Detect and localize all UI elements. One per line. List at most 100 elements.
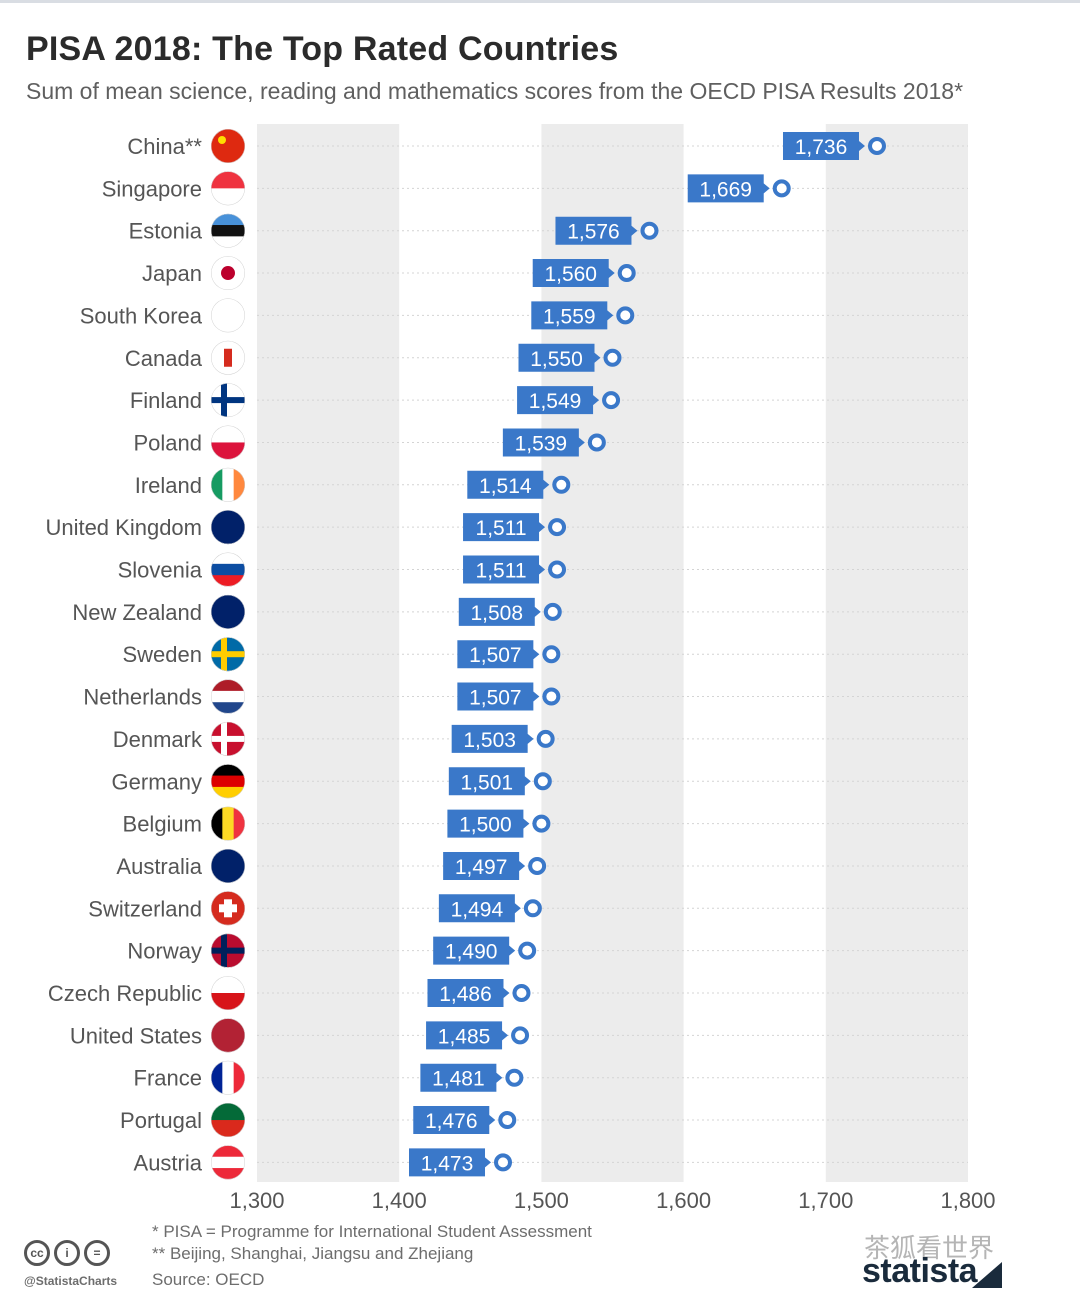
flag-icon [211,848,245,883]
statista-logo: statista [862,1252,978,1290]
category-label: France [134,1066,202,1091]
x-tick-label: 1,300 [229,1188,284,1213]
source-note: Source: OECD [152,1270,265,1289]
value-label-box [433,936,516,965]
flag-icon [211,637,245,672]
flag-icon [211,171,245,206]
value-label: 1,476 [425,1110,478,1133]
category-label: South Korea [80,303,203,328]
value-label-box [438,894,521,923]
chart-title: PISA 2018: The Top Rated Countries [26,30,619,68]
top-divider [0,0,1080,3]
background-band [825,124,968,1182]
data-point [552,475,571,494]
value-label: 1,576 [567,221,620,244]
category-label: Finland [130,388,202,413]
flag-icon [211,721,245,756]
value-label-box [518,343,601,372]
value-label-box [447,809,530,838]
background-band [257,124,400,1182]
data-point [616,306,635,325]
data-point [548,518,567,537]
data-point [603,348,622,367]
data-point [548,560,567,579]
category-label: Norway [127,939,202,964]
value-label: 1,473 [421,1152,474,1175]
category-label: Switzerland [88,896,202,921]
category-label: Czech Republic [48,981,202,1006]
value-label-box [467,470,550,499]
value-label: 1,501 [461,771,514,794]
category-label: United States [70,1023,202,1048]
data-point [542,687,561,706]
data-point [494,1153,513,1172]
value-label: 1,486 [439,983,492,1006]
chart-subtitle: Sum of mean science, reading and mathema… [26,78,964,104]
value-label-box [687,174,770,203]
creative-commons-icon: cc [24,1240,50,1266]
category-label: Australia [116,854,202,879]
value-label-box [409,1148,492,1177]
value-label: 1,508 [470,602,523,625]
flag-icon [211,298,245,333]
value-label-box [457,640,540,669]
category-label: Belgium [123,812,202,837]
category-label: Poland [133,430,202,455]
value-label-box [532,259,615,288]
value-label: 1,494 [451,898,504,921]
data-point [542,645,561,664]
category-label: Denmark [113,727,203,752]
value-label-box [426,1021,509,1050]
data-point [498,1111,517,1130]
footnote-china: ** Beijing, Shanghai, Jiangsu and Zhejia… [152,1244,474,1263]
value-label: 1,550 [530,348,583,371]
value-label-box [531,301,614,330]
attribution-icon: i [54,1240,80,1266]
data-point [587,433,606,452]
value-label-box [463,555,546,584]
data-point [536,729,555,748]
data-point [528,856,547,875]
data-point [640,221,659,240]
background-band [541,124,684,1182]
flag-icon [211,213,245,248]
category-label: Germany [112,769,202,794]
footnote-pisa: * PISA = Programme for International Stu… [152,1222,592,1241]
flag-icon [211,891,245,926]
value-label-box [443,851,526,880]
flag-icon [211,764,245,799]
value-label: 1,669 [699,178,752,201]
value-label: 1,560 [544,263,597,286]
value-label-box [555,216,638,245]
category-label: Slovenia [118,558,203,583]
value-label: 1,507 [469,687,522,710]
x-tick-label: 1,600 [656,1188,711,1213]
category-label: China** [127,134,202,159]
category-label: Austria [134,1150,203,1175]
value-label: 1,736 [795,136,848,159]
flag-icon [211,340,245,375]
category-label: Estonia [129,219,203,244]
category-label: New Zealand [72,600,202,625]
flag-icon [211,594,245,629]
value-label: 1,514 [479,475,532,498]
value-label: 1,490 [445,941,498,964]
data-point [505,1068,524,1087]
value-label: 1,549 [529,390,582,413]
value-label-box [413,1106,496,1135]
flag-icon [211,679,245,714]
category-label: Ireland [135,473,202,498]
flag-icon [211,806,245,841]
x-tick-label: 1,400 [372,1188,427,1213]
flag-icon [211,976,245,1010]
data-point [543,602,562,621]
value-label-box [457,682,540,711]
category-label: Japan [142,261,202,286]
flag-icon [211,425,245,460]
value-label: 1,539 [515,432,568,455]
flag-icon [211,1145,245,1180]
category-label: Sweden [122,642,202,667]
license-icons: cc i = [24,1240,110,1266]
x-tick-label: 1,800 [940,1188,995,1213]
no-derivatives-icon: = [84,1240,110,1266]
